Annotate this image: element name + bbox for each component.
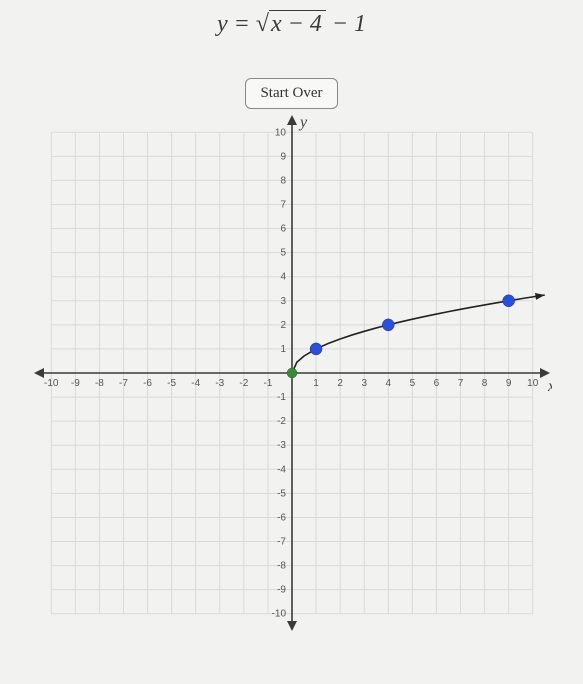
svg-text:-3: -3 — [277, 440, 286, 451]
svg-text:-4: -4 — [277, 464, 286, 475]
svg-text:7: 7 — [280, 199, 286, 210]
chart-svg: -10 -9 -8 -7 -6 -5 -4 -3 -2 -1 1 2 3 4 5 6 7 8 9 10 -10 -9 -8 -… — [32, 113, 552, 633]
svg-text:1: 1 — [313, 378, 319, 389]
svg-text:2: 2 — [280, 320, 286, 331]
svg-text:4: 4 — [385, 378, 391, 389]
svg-text:10: 10 — [527, 378, 539, 389]
equation-radicand: x − 4 — [269, 10, 326, 38]
svg-text:-1: -1 — [263, 378, 272, 389]
svg-text:9: 9 — [280, 151, 286, 162]
svg-text:x: x — [547, 378, 552, 395]
svg-text:9: 9 — [505, 378, 511, 389]
svg-text:5: 5 — [409, 378, 415, 389]
sqrt-symbol: √ — [256, 11, 269, 38]
start-over-label: Start Over — [260, 85, 322, 101]
svg-text:7: 7 — [457, 378, 463, 389]
coordinate-chart: -10 -9 -8 -7 -6 -5 -4 -3 -2 -1 1 2 3 4 5 6 7 8 9 10 -10 -9 -8 -… — [32, 113, 552, 638]
svg-text:10: 10 — [274, 127, 286, 138]
svg-text:8: 8 — [280, 175, 286, 186]
svg-text:5: 5 — [280, 248, 286, 259]
equation-display: y = √x − 4 − 1 — [217, 10, 366, 38]
svg-text:-10: -10 — [271, 609, 286, 620]
equation-lhs: y — [217, 11, 228, 37]
svg-text:4: 4 — [280, 272, 286, 283]
svg-text:6: 6 — [433, 378, 439, 389]
svg-text:-10: -10 — [44, 378, 59, 389]
svg-text:2: 2 — [337, 378, 343, 389]
svg-text:3: 3 — [280, 296, 286, 307]
svg-text:-6: -6 — [277, 512, 286, 523]
svg-text:-2: -2 — [277, 416, 286, 427]
svg-text:-8: -8 — [277, 561, 286, 572]
svg-text:8: 8 — [481, 378, 487, 389]
svg-text:-6: -6 — [143, 378, 152, 389]
svg-text:3: 3 — [361, 378, 367, 389]
svg-text:-7: -7 — [277, 537, 286, 548]
svg-text:-4: -4 — [191, 378, 200, 389]
svg-text:6: 6 — [280, 224, 286, 235]
svg-text:-3: -3 — [215, 378, 224, 389]
svg-text:-5: -5 — [277, 488, 286, 499]
equation-eq: = — [234, 11, 250, 37]
equation-tail: − 1 — [332, 11, 366, 37]
svg-text:-9: -9 — [277, 585, 286, 596]
svg-text:1: 1 — [280, 344, 286, 355]
svg-text:-1: -1 — [277, 392, 286, 403]
svg-text:-5: -5 — [167, 378, 176, 389]
svg-text:y: y — [298, 114, 308, 131]
svg-text:-7: -7 — [119, 378, 128, 389]
start-over-button[interactable]: Start Over — [245, 78, 337, 109]
svg-text:-8: -8 — [94, 378, 103, 389]
svg-text:-9: -9 — [70, 378, 79, 389]
svg-text:-2: -2 — [239, 378, 248, 389]
